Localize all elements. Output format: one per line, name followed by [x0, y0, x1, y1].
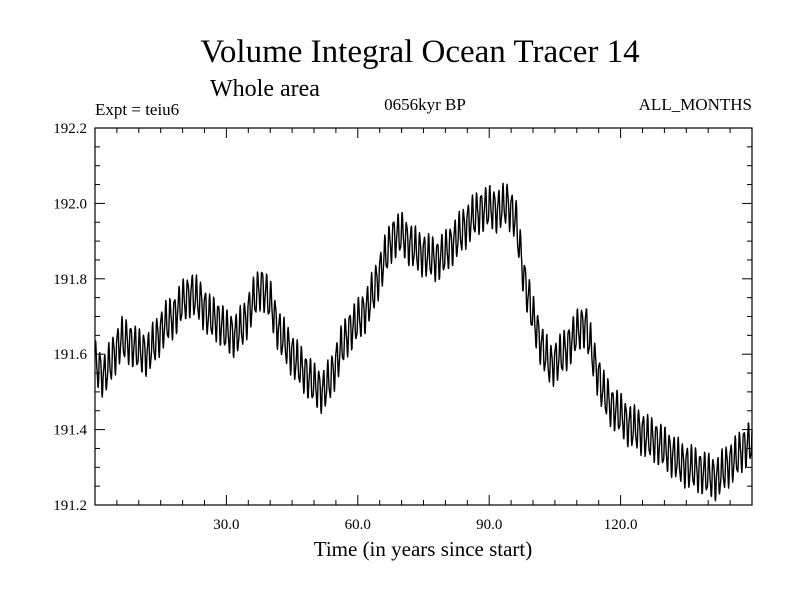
x-tick-label: 120.0 [604, 517, 638, 533]
series-line [94, 182, 753, 502]
y-tick-label: 192.0 [53, 196, 87, 212]
x-tick-label: 90.0 [476, 517, 502, 533]
chart-title: Volume Integral Ocean Tracer 14 [200, 34, 639, 70]
plot-area [94, 127, 753, 506]
period-label: 0656kyr BP [384, 95, 466, 114]
y-tick-labels: 191.2 191.4 191.6 191.8 192.0 192.2 [53, 121, 87, 514]
axis-ticks [94, 127, 753, 506]
chart-subtitle: Whole area [210, 76, 320, 102]
x-tick-label: 60.0 [345, 517, 371, 533]
y-tick-label: 192.2 [53, 121, 87, 137]
experiment-label: Expt = teiu6 [95, 100, 179, 119]
x-tick-label: 30.0 [213, 517, 239, 533]
y-tick-label: 191.4 [53, 423, 87, 439]
series-group [94, 182, 753, 502]
x-axis-label: Time (in years since start) [314, 537, 533, 561]
y-tick-label: 191.6 [53, 347, 87, 363]
y-tick-label: 191.2 [53, 498, 87, 514]
x-tick-labels: 30.0 60.0 90.0 120.0 [213, 517, 637, 533]
months-label: ALL_MONTHS [639, 95, 752, 114]
y-tick-label: 191.8 [53, 272, 87, 288]
